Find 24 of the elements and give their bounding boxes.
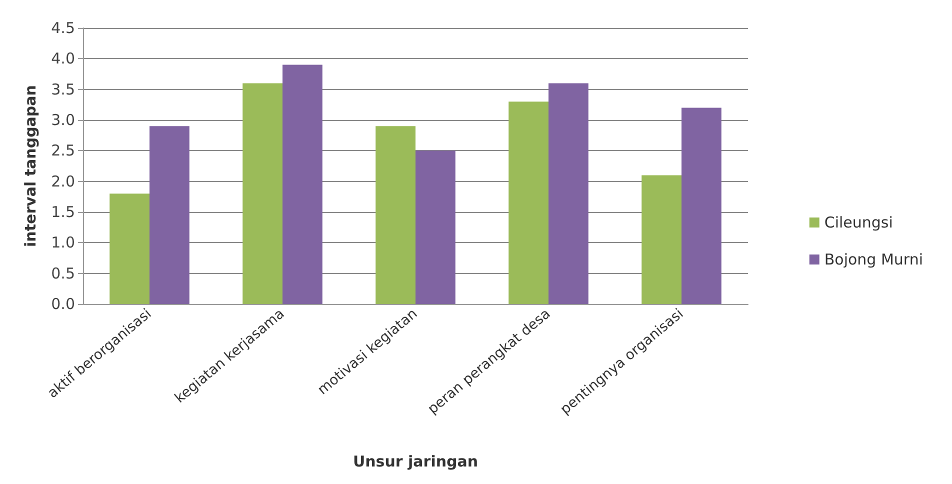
bar (150, 126, 190, 304)
bar (282, 64, 322, 304)
y-tick-label: 3.5 (51, 80, 75, 98)
bar (642, 175, 682, 304)
y-tick-label: 0.5 (51, 264, 75, 282)
y-tick-label: 4.5 (51, 19, 75, 37)
y-tick-label: 4.0 (51, 50, 75, 68)
y-tick-label: 2.0 (51, 172, 75, 190)
y-tick-label: 3.0 (51, 111, 75, 129)
y-tick-label: 1.0 (51, 234, 75, 252)
bar (548, 83, 588, 304)
legend-label: Bojong Murni (824, 250, 924, 268)
bar (376, 126, 416, 304)
bar (682, 108, 722, 304)
x-axis-title: Unsur jaringan (352, 452, 478, 470)
legend-label: Cileungsi (824, 214, 893, 232)
y-axis-title: interval tanggapan (22, 85, 40, 247)
y-tick-label: 0.0 (51, 295, 75, 313)
bar (110, 194, 150, 304)
bar (416, 150, 456, 304)
bar (242, 83, 282, 304)
y-tick-label: 2.5 (51, 142, 75, 160)
y-tick-label: 1.5 (51, 203, 75, 221)
bar (508, 102, 548, 304)
